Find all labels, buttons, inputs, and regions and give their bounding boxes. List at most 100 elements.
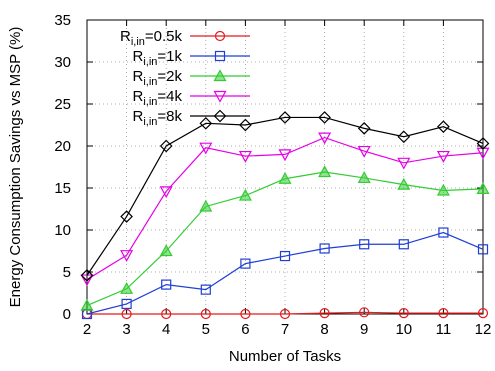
series-line	[86, 116, 484, 276]
data-point	[476, 137, 490, 150]
data-point	[438, 227, 449, 238]
x-tick-label: 10	[395, 321, 412, 338]
legend-entry-0: Ri,in=0.5k	[120, 28, 250, 48]
data-point	[319, 308, 330, 319]
data-point	[318, 111, 331, 124]
legend-label: Ri,in=0.5k	[120, 28, 183, 48]
data-point	[279, 250, 291, 262]
data-point	[80, 298, 94, 311]
data-point	[121, 308, 132, 320]
data-point	[438, 308, 449, 319]
series-line	[86, 231, 484, 315]
data-point	[318, 165, 332, 178]
series-line	[87, 311, 483, 315]
data-point	[318, 132, 332, 145]
legend-marker	[213, 109, 227, 123]
legend: Ri,in=0.5kRi,in=1kRi,in=2kRi,in=4kRi,in=…	[120, 28, 250, 128]
legend-marker	[213, 90, 227, 103]
y-tick-label: 15	[54, 180, 71, 197]
grid	[87, 20, 483, 314]
data-point	[199, 116, 213, 130]
series-2	[80, 165, 490, 311]
series-1	[81, 227, 489, 320]
x-tick-label: 4	[162, 321, 170, 338]
data-point	[477, 308, 489, 319]
data-point	[238, 188, 252, 201]
data-point	[397, 157, 411, 170]
legend-marker	[213, 69, 227, 82]
y-tick-label: 35	[54, 12, 71, 29]
data-point	[476, 182, 490, 194]
data-point	[239, 118, 252, 132]
y-tick-label: 5	[63, 264, 71, 281]
x-axis-label: Number of Tasks	[229, 348, 341, 365]
data-point	[397, 130, 411, 144]
data-point	[357, 171, 371, 184]
data-point	[238, 150, 252, 163]
data-point	[120, 250, 134, 262]
data-point	[278, 111, 292, 124]
y-tick-label: 0	[63, 306, 71, 323]
data-point	[278, 149, 292, 162]
data-point	[436, 183, 450, 196]
data-point	[159, 139, 173, 153]
data-point	[200, 284, 211, 295]
x-tick-label: 6	[241, 321, 249, 338]
data-point	[120, 282, 134, 294]
legend-label: Ri,in=2k	[132, 68, 182, 88]
legend-entry-4: Ri,in=8k	[132, 108, 250, 128]
series-layer	[80, 111, 490, 320]
data-point	[437, 120, 450, 134]
legend-label: Ri,in=4k	[132, 88, 182, 108]
data-point	[80, 269, 94, 282]
data-point	[240, 258, 251, 269]
y-tick-label: 25	[54, 96, 71, 113]
x-tick-label: 11	[436, 321, 452, 338]
data-point	[398, 308, 409, 319]
legend-entry-2: Ri,in=2k	[132, 68, 250, 88]
data-point	[436, 150, 450, 163]
data-point	[199, 142, 213, 155]
data-point	[240, 308, 251, 320]
x-tick-label: 2	[83, 321, 91, 338]
legend-marker	[214, 50, 226, 62]
y-axis-label: Energy Consumption Savings vs MSP (%)	[7, 27, 24, 308]
series-line	[86, 136, 484, 281]
data-point	[159, 244, 173, 257]
series-3	[80, 132, 490, 287]
data-point	[397, 177, 411, 190]
y-tick-label: 30	[54, 54, 71, 71]
data-point	[161, 279, 172, 290]
legend-marker	[214, 30, 226, 42]
y-tick-label: 20	[54, 138, 71, 155]
data-point	[357, 122, 371, 135]
legend-entry-3: Ri,in=4k	[132, 88, 250, 108]
axes: 2 3 4 5 6 7 8 9 10 11 12 0 5 10 15 20 25 30 35	[54, 12, 491, 338]
data-point	[319, 243, 330, 254]
x-tick-label: 8	[320, 321, 328, 338]
data-point	[121, 298, 132, 310]
x-tick-label: 7	[281, 321, 289, 338]
data-point	[278, 172, 292, 184]
data-point	[161, 308, 172, 320]
data-point	[357, 145, 371, 158]
data-point	[159, 186, 173, 199]
x-tick-label: 9	[360, 321, 368, 338]
legend-label: Ri,in=8k	[132, 108, 182, 128]
legend-label: Ri,in=1k	[132, 48, 182, 68]
series-4	[80, 111, 490, 282]
y-tick-label: 10	[54, 222, 71, 239]
data-point	[477, 244, 489, 255]
x-tick-label: 5	[202, 321, 210, 338]
data-point	[120, 210, 133, 223]
data-point	[200, 308, 211, 320]
data-point	[279, 308, 291, 320]
data-point	[199, 199, 213, 212]
x-tick-label: 3	[122, 321, 130, 338]
legend-entry-1: Ri,in=1k	[132, 48, 250, 68]
data-point	[359, 239, 370, 250]
data-point	[359, 307, 370, 318]
data-point	[398, 239, 409, 250]
x-tick-label: 12	[475, 321, 492, 338]
